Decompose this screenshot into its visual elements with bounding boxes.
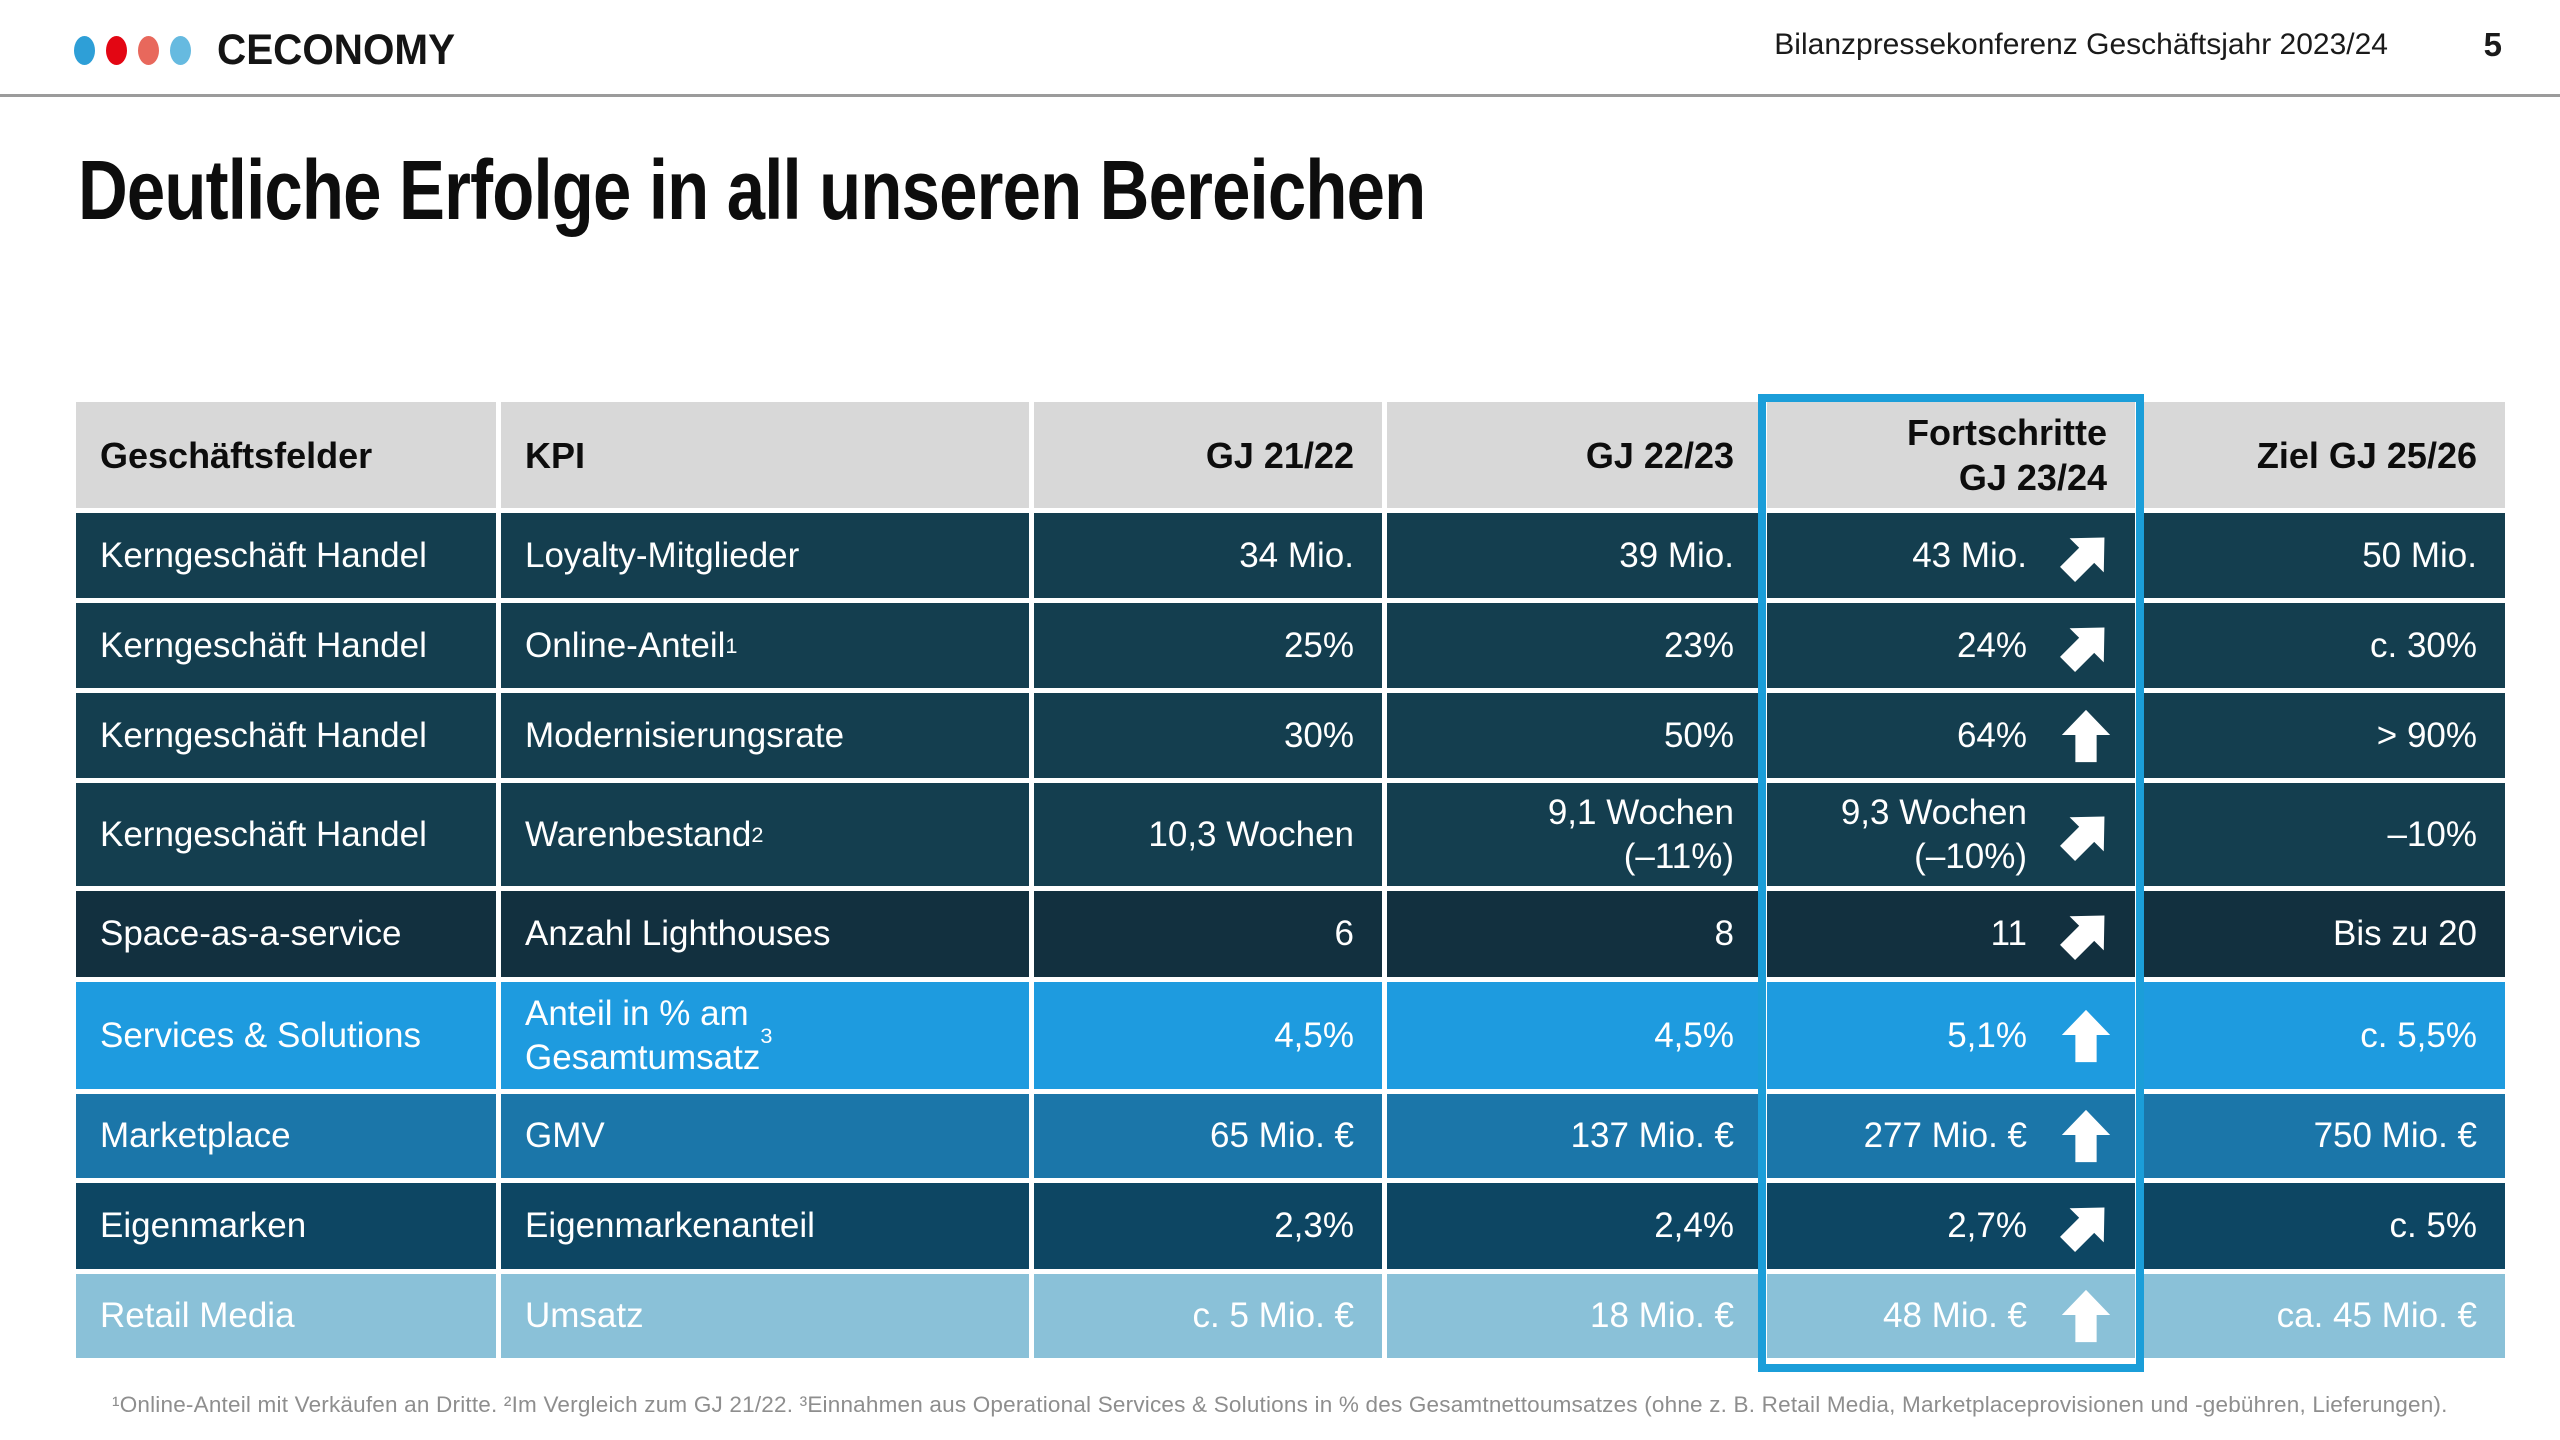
table-row-gj2223: 39 Mio. — [1387, 513, 1762, 598]
trend-up-icon — [2057, 1007, 2115, 1065]
progress-value: 2,7% — [1947, 1206, 2027, 1246]
table-row-kpi: Anzahl Lighthouses — [501, 891, 1029, 977]
table-row-kpi: Eigenmarkenanteil — [501, 1183, 1029, 1269]
table-row-gj2223: 23% — [1387, 603, 1762, 688]
logo-dot-salmon-icon — [138, 36, 159, 65]
progress-value: 43 Mio. — [1912, 535, 2027, 575]
logo-dots-icon — [74, 36, 191, 65]
table-row-area: Eigenmarken — [76, 1183, 496, 1269]
trend-up-right-icon — [2057, 617, 2115, 675]
table-row-gj2223: 18 Mio. € — [1387, 1274, 1762, 1358]
table-row-kpi: GMV — [501, 1094, 1029, 1178]
table-row-kpi: Loyalty-Mitglieder — [501, 513, 1029, 598]
trend-up-right-icon — [2057, 1197, 2115, 1255]
slide-title: Deutliche Erfolge in all unseren Bereich… — [78, 143, 1426, 237]
table-row-progress: 43 Mio. — [1767, 513, 2135, 598]
table-row-gj2122: 34 Mio. — [1034, 513, 1382, 598]
table-row-gj2122: c. 5 Mio. € — [1034, 1274, 1382, 1358]
table-row-ziel: 750 Mio. € — [2140, 1094, 2505, 1178]
table-row-area: Marketplace — [76, 1094, 496, 1178]
table-row-progress: 9,3 Wochen (–10%) — [1767, 783, 2135, 886]
table-row-gj2223: 9,1 Wochen (–11%) — [1387, 783, 1762, 886]
trend-up-right-icon — [2057, 905, 2115, 963]
top-bar: CECONOMY Bilanzpressekonferenz Geschäfts… — [0, 0, 2560, 94]
table-row-area: Space-as-a-service — [76, 891, 496, 977]
table-row-progress: 277 Mio. € — [1767, 1094, 2135, 1178]
table-row-gj2223: 137 Mio. € — [1387, 1094, 1762, 1178]
progress-value: 277 Mio. € — [1863, 1116, 2027, 1156]
table-row-gj2122: 2,3% — [1034, 1183, 1382, 1269]
table-row-area: Retail Media — [76, 1274, 496, 1358]
table-row-progress: 11 — [1767, 891, 2135, 977]
table-row-gj2122: 4,5% — [1034, 982, 1382, 1089]
trend-up-right-icon — [2057, 527, 2115, 585]
table-row-ziel: Bis zu 20 — [2140, 891, 2505, 977]
progress-value: 48 Mio. € — [1883, 1296, 2027, 1336]
page-number: 5 — [2483, 26, 2502, 63]
progress-value: 24% — [1956, 625, 2027, 665]
table-row-gj2223: 2,4% — [1387, 1183, 1762, 1269]
table-row-area: Kerngeschäft Handel — [76, 693, 496, 778]
brand-name: CECONOMY — [217, 26, 456, 74]
header-divider — [0, 94, 2560, 97]
kpi-table: Geschäftsfelder KPI GJ 21/22 GJ 22/23 Fo… — [76, 402, 2505, 1358]
table-row-ziel: ca. 45 Mio. € — [2140, 1274, 2505, 1358]
trend-up-right-icon — [2057, 806, 2115, 864]
progress-value: 5,1% — [1947, 1015, 2027, 1055]
table-row-progress: 24% — [1767, 603, 2135, 688]
table-row-kpi: Anteil in % am Gesamtumsatz 3 — [501, 982, 1029, 1089]
table-row-gj2122: 30% — [1034, 693, 1382, 778]
logo-dot-blue-icon — [74, 36, 95, 65]
table-row-kpi: Online-Anteil 1 — [501, 603, 1029, 688]
trend-up-icon — [2057, 1107, 2115, 1165]
column-header-gj2223: GJ 22/23 — [1387, 402, 1762, 508]
table-row-kpi: Umsatz — [501, 1274, 1029, 1358]
table-row-ziel: c. 5,5% — [2140, 982, 2505, 1089]
table-row-gj2223: 4,5% — [1387, 982, 1762, 1089]
table-row-progress: 5,1% — [1767, 982, 2135, 1089]
table-row-area: Kerngeschäft Handel — [76, 513, 496, 598]
table-row-gj2122: 25% — [1034, 603, 1382, 688]
column-header-geschaeftsfelder: Geschäftsfelder — [76, 402, 496, 508]
table-row-ziel: –10% — [2140, 783, 2505, 886]
table-row-ziel: > 90% — [2140, 693, 2505, 778]
table-row-progress: 48 Mio. € — [1767, 1274, 2135, 1358]
ceconomy-logo: CECONOMY — [74, 26, 470, 75]
table-row-gj2223: 8 — [1387, 891, 1762, 977]
table-row-area: Kerngeschäft Handel — [76, 603, 496, 688]
presentation-meta: Bilanzpressekonferenz Geschäftsjahr 2023… — [1774, 28, 2388, 61]
footnote: ¹Online-Anteil mit Verkäufen an Dritte. … — [112, 1392, 2448, 1417]
table-row-kpi: Warenbestand 2 — [501, 783, 1029, 886]
progress-value: 11 — [1990, 914, 2027, 954]
logo-dot-lightblue-icon — [170, 36, 191, 65]
trend-up-icon — [2057, 1287, 2115, 1345]
column-header-kpi: KPI — [501, 402, 1029, 508]
logo-dot-red-icon — [106, 36, 127, 65]
progress-value: 64% — [1956, 715, 2027, 755]
table-row-gj2122: 65 Mio. € — [1034, 1094, 1382, 1178]
table-row-ziel: c. 5% — [2140, 1183, 2505, 1269]
column-header-ziel: Ziel GJ 25/26 — [2140, 402, 2505, 508]
table-row-ziel: 50 Mio. — [2140, 513, 2505, 598]
column-header-fortschritte: Fortschritte GJ 23/24 — [1767, 402, 2135, 508]
column-header-gj2122: GJ 21/22 — [1034, 402, 1382, 508]
trend-up-icon — [2057, 707, 2115, 765]
table-row-area: Services & Solutions — [76, 982, 496, 1089]
table-row-kpi: Modernisierungsrate — [501, 693, 1029, 778]
table-row-progress: 2,7% — [1767, 1183, 2135, 1269]
progress-value: 9,3 Wochen (–10%) — [1840, 792, 2027, 876]
table-row-gj2223: 50% — [1387, 693, 1762, 778]
table-row-gj2122: 6 — [1034, 891, 1382, 977]
table-row-progress: 64% — [1767, 693, 2135, 778]
table-row-gj2122: 10,3 Wochen — [1034, 783, 1382, 886]
table-row-area: Kerngeschäft Handel — [76, 783, 496, 886]
table-row-ziel: c. 30% — [2140, 603, 2505, 688]
